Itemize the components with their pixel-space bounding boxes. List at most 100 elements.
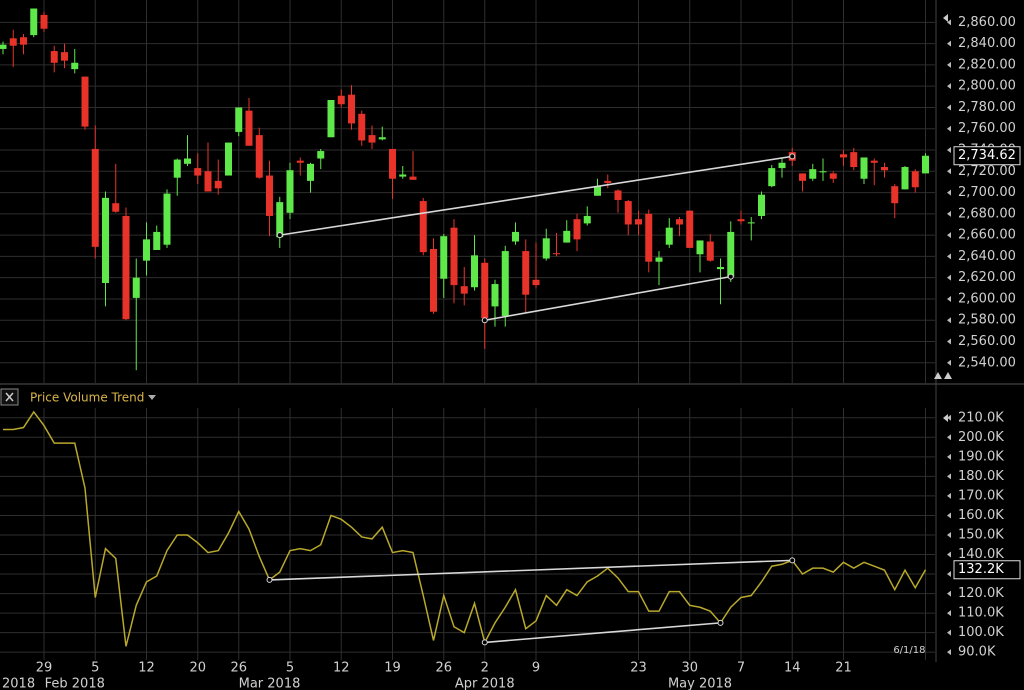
candle-body [522, 251, 530, 295]
x-tick-label: 29 [36, 661, 53, 676]
x-tick-label: 5 [91, 661, 99, 676]
y-tick-label: 2,680.00 [958, 206, 1016, 221]
scroll-arrow[interactable] [943, 414, 948, 422]
y-tick-mark [947, 571, 951, 578]
candle-body [40, 14, 48, 29]
candle-body [573, 219, 581, 240]
candle-body [266, 175, 273, 216]
month-label: Feb 2018 [45, 677, 105, 690]
y-tick-mark [947, 551, 951, 558]
candle-body [173, 159, 181, 178]
y-tick-mark [947, 61, 951, 68]
candle-body [819, 171, 827, 173]
x-tick-label: 20 [189, 661, 206, 676]
candle-body [71, 62, 79, 70]
candle-body [635, 219, 642, 225]
candle-body [245, 110, 253, 146]
candle-body [419, 201, 427, 253]
y-tick-label: 2,840.00 [958, 36, 1016, 51]
candle-body [163, 193, 171, 245]
trend-handle [789, 557, 796, 564]
trend-handle [727, 273, 734, 280]
trend-line [279, 155, 793, 236]
y-tick-label: 2,700.00 [958, 185, 1016, 200]
y-tick-mark [947, 147, 951, 154]
candle-body [91, 148, 99, 247]
candle-body [235, 107, 243, 132]
x-tick-label: 7 [737, 661, 745, 676]
dropdown-arrow[interactable] [148, 395, 156, 400]
y-tick-mark [947, 590, 951, 597]
indicator-line [3, 410, 927, 647]
candle-body [286, 170, 294, 213]
x-tick-label: 2 [481, 661, 489, 676]
candle-body [706, 241, 714, 261]
y-tick-label: 190.0K [958, 449, 1004, 464]
y-tick-label: 2,760.00 [958, 121, 1016, 136]
candle-body [881, 167, 888, 171]
candle-body [553, 253, 560, 255]
y-tick-label: 2,580.00 [958, 313, 1016, 328]
candle-body [471, 255, 478, 288]
y-tick-label: 90.0K [958, 645, 996, 660]
x-tick-label: 6/1/18 [893, 645, 925, 656]
scale-arrows[interactable] [934, 372, 952, 379]
x-tick-label: 9 [532, 661, 540, 676]
candle-body [645, 213, 653, 262]
y-tick-label: 2,640.00 [958, 249, 1016, 264]
y-tick-label: 160.0K [958, 508, 1004, 523]
candle-body [460, 286, 468, 294]
trend-handle [266, 576, 273, 583]
y-tick-mark [947, 40, 951, 47]
candle-body [563, 230, 571, 243]
indicator-header[interactable]: Price Volume Trend [0, 388, 156, 406]
indicator-title[interactable]: Price Volume Trend [30, 391, 144, 405]
candle-body [860, 157, 868, 179]
trend-line [484, 275, 731, 322]
y-tick-label: 210.0K [958, 410, 1004, 425]
y-tick-label: 2,540.00 [958, 355, 1016, 370]
last-value-box [953, 560, 1021, 580]
y-tick-mark [947, 125, 951, 132]
candle-body [686, 210, 694, 248]
candle-body [184, 158, 191, 164]
candle-body [296, 160, 304, 163]
candle-body [194, 168, 202, 176]
candle-body [409, 176, 417, 180]
x-tick-label: 5 [286, 661, 294, 676]
candle-body [143, 239, 150, 261]
candle-body [255, 135, 263, 178]
mark-layer [0, 8, 929, 647]
y-tick-mark [947, 338, 951, 345]
last-value-box [953, 146, 1021, 166]
scroll-arrow[interactable] [943, 14, 948, 22]
candle-body [440, 236, 448, 279]
y-tick-mark [947, 295, 951, 302]
candle-body [809, 169, 817, 179]
candle-body [727, 231, 735, 277]
candle-body [614, 190, 622, 201]
trend-handle [481, 317, 488, 324]
y-tick-label: 2,780.00 [958, 100, 1016, 115]
y-tick-label: 2,860.00 [958, 15, 1016, 30]
candle-body [430, 248, 437, 312]
x-tick-label: 14 [784, 661, 801, 676]
candle-body [542, 238, 550, 259]
x-tick-label: 21 [835, 661, 852, 676]
y-tick-label: 110.0K [958, 606, 1004, 621]
last-value-label: 132.2K [958, 562, 1004, 577]
candle-body [768, 168, 776, 187]
x-tick-label: 26 [435, 661, 452, 676]
x-tick-label: 26 [230, 661, 247, 676]
candle-body [0, 44, 7, 49]
y-tick-mark [947, 492, 951, 499]
candle-body [378, 137, 386, 140]
y-tick-label: 200.0K [958, 430, 1004, 445]
candle-body [491, 284, 499, 307]
y-tick-label: 2,720.00 [958, 164, 1016, 179]
candle-body [891, 186, 899, 204]
month-label: May 2018 [668, 677, 732, 690]
y-tick-mark [947, 610, 951, 617]
candle-body [389, 148, 396, 179]
